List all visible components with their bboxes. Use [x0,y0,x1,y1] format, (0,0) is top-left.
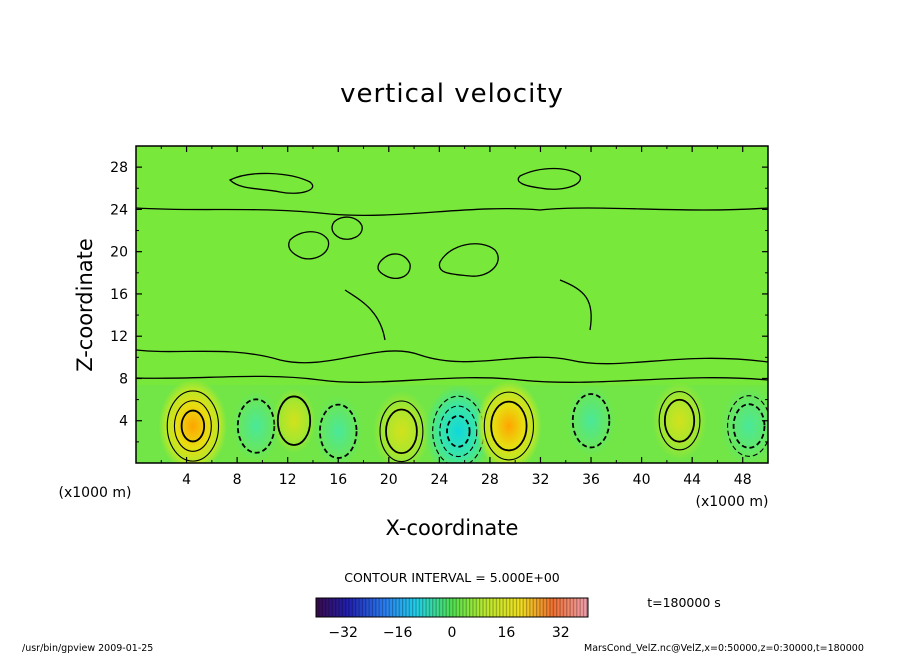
y-tick-label: 12 [110,329,128,345]
x-axis-label: X-coordinate [386,516,519,540]
data-cell [424,384,493,463]
contour-ring [571,393,611,449]
y-tick-label: 24 [110,202,128,218]
data-cell [476,380,542,463]
x-tick-label: 48 [734,472,752,488]
y-tick-label: 28 [110,160,128,176]
x-tick-label: 40 [633,472,651,488]
contour-interval-label: CONTOUR INTERVAL = 5.000E+00 [344,570,560,585]
contour-ring [490,400,528,452]
y-axis-label: Z-coordinate [73,238,97,372]
x-unit-right: (x1000 m) [696,494,769,510]
contour-ring [173,400,212,452]
x-tick-label: 28 [481,472,499,488]
y-tick-label: 4 [119,414,128,430]
data-cell [652,381,707,460]
data-cell [158,379,228,463]
colorbar-tick-label: 16 [497,625,515,641]
x-tick-label: 12 [279,472,297,488]
data-cell [372,390,431,463]
chart-title: vertical velocity [340,79,564,109]
x-tick-label: 8 [233,472,242,488]
contour-ring [180,409,206,443]
y-tick-label: 8 [119,371,128,387]
colorbar-tick-label: −32 [328,625,358,641]
data-cell [231,390,281,462]
x-tick-label: 24 [430,472,448,488]
x-tick-label: 20 [380,472,398,488]
colorbar-tick-label: −16 [383,625,413,641]
data-cell [272,388,316,454]
plot-frame [135,145,769,464]
contour-ring [379,400,424,463]
contour-ring [446,414,471,448]
contour-ring [727,395,768,457]
colorbar-bands [316,598,588,617]
x-unit-left: (x1000 m) [59,485,132,501]
colorbar-tick-label: 0 [448,625,457,641]
contour-ring [276,395,312,446]
footer-left: /usr/bin/gpview 2009-01-25 [22,643,153,654]
data-cell [720,385,768,463]
y-tick-label: 16 [110,287,128,303]
time-label: t=180000 s [647,595,721,610]
contour-ring [166,390,220,462]
x-tick-label: 36 [582,472,600,488]
contour-ring [658,391,701,451]
x-tick-label: 16 [329,472,347,488]
x-tick-label: 44 [683,472,701,488]
y-tick-label: 20 [110,245,128,261]
contour-ring [385,408,418,455]
contour-ring [663,398,696,443]
colorbar-tick-label: 32 [552,625,570,641]
data-cell [313,395,363,463]
x-tick-label: 4 [182,472,191,488]
contour-ring [483,391,535,461]
footer-right: MarsCond_VelZ.nc@VelZ,x=0:50000,z=0:3000… [584,643,864,654]
contour-lines [136,167,768,383]
contour-ring [732,403,766,449]
data-cell [566,385,616,457]
x-tick-label: 32 [532,472,550,488]
